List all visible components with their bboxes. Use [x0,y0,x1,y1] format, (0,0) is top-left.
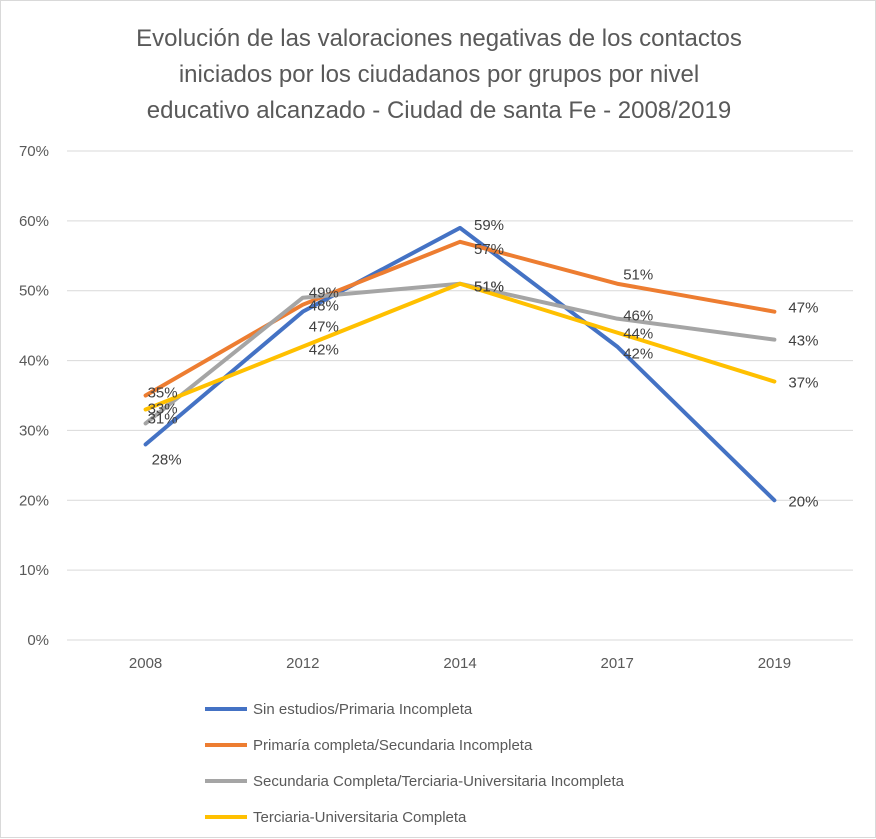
chart-title-line-1: Evolución de las valoraciones negativas … [136,25,742,52]
data-label: 43% [788,333,818,350]
x-tick-label: 2012 [286,655,319,672]
data-label: 33% [148,400,178,417]
data-label: 42% [623,346,653,363]
y-tick-label: 30% [19,422,49,439]
x-tick-label: 2017 [601,655,634,672]
legend-swatch [205,707,247,711]
data-label: 46% [623,308,653,325]
legend-label: Sin estudios/Primaria Incompleta [253,700,473,718]
y-tick-label: 50% [19,283,49,300]
data-label: 47% [309,319,339,336]
legend-label: Terciaria-Universitaria Completa [253,808,467,826]
y-tick-label: 40% [19,353,49,370]
x-tick-label: 2014 [443,655,476,672]
data-label: 35% [148,385,178,402]
x-tick-label: 2019 [758,655,791,672]
data-label: 59% [474,217,504,234]
data-label: 51% [474,279,504,296]
data-label: 20% [788,493,818,510]
legend-item-3: Secundaria Completa/Terciaria-Universita… [205,763,624,799]
data-label: 47% [788,300,818,317]
data-label: 49% [309,285,339,302]
x-tick-label: 2008 [129,655,162,672]
legend-item-2: Primaría completa/Secundaria Incompleta [205,727,624,763]
data-label: 28% [152,451,182,468]
y-tick-label: 10% [19,562,49,579]
y-tick-label: 70% [19,143,49,160]
legend-label: Primaría completa/Secundaria Incompleta [253,736,533,754]
series-line-4 [143,281,777,412]
data-label: 31% [148,410,178,427]
data-label: 57% [474,241,504,258]
data-label: 37% [788,375,818,392]
legend-swatch [205,815,247,819]
chart-title: Evolución de las valoraciones negativas … [41,21,837,129]
chart-title-line-3: educativo alcanzado - Ciudad de santa Fe… [146,97,732,124]
y-tick-label: 60% [19,213,49,230]
chart-title-line-2: iniciados por los ciudadanos por grupos … [178,61,700,88]
legend-swatch [205,779,247,783]
legend-label: Secundaria Completa/Terciaria-Universita… [253,772,624,790]
chart-legend: Sin estudios/Primaria Incompleta Primaría… [205,691,624,835]
y-tick-label: 0% [27,632,49,649]
legend-item-1: Sin estudios/Primaria Incompleta [205,691,624,727]
legend-item-4: Terciaria-Universitaria Completa [205,799,624,835]
y-tick-label: 20% [19,492,49,509]
data-label: 51% [474,279,504,296]
legend-swatch [205,743,247,747]
data-label: 48% [309,298,339,315]
data-label: 42% [309,342,339,359]
series-line-1 [143,225,777,503]
data-label: 44% [623,326,653,343]
data-label: 51% [623,267,653,284]
series-line-2 [143,239,777,398]
